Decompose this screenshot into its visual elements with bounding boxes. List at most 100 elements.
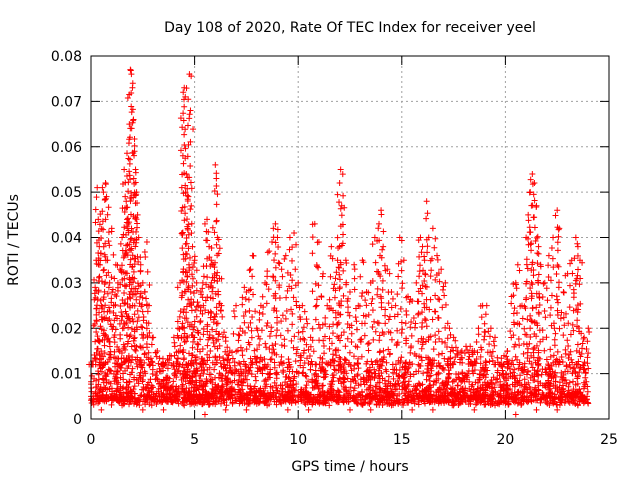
data-point — [431, 308, 438, 315]
data-point — [219, 378, 226, 385]
data-point — [449, 389, 456, 396]
data-point — [545, 262, 552, 269]
data-point — [97, 297, 104, 304]
data-point — [535, 243, 542, 250]
data-point — [248, 359, 255, 366]
data-point — [142, 370, 149, 377]
data-point — [320, 270, 327, 277]
data-point — [100, 189, 107, 196]
data-point — [245, 370, 252, 377]
data-point — [566, 393, 573, 400]
data-point — [263, 322, 270, 329]
data-point — [148, 341, 155, 348]
data-point — [525, 217, 532, 224]
data-point — [380, 243, 387, 250]
data-point — [427, 296, 434, 303]
data-point — [117, 383, 124, 390]
data-point — [213, 241, 220, 248]
data-point — [335, 388, 342, 395]
data-point — [193, 367, 200, 374]
data-point — [273, 401, 280, 408]
data-point — [188, 400, 195, 407]
data-point — [504, 382, 511, 389]
data-point — [362, 297, 369, 304]
data-point — [102, 216, 109, 223]
data-point — [338, 212, 345, 219]
data-point — [308, 358, 315, 365]
data-point — [184, 369, 191, 376]
data-point — [416, 262, 423, 269]
data-point — [572, 400, 579, 407]
data-point — [284, 395, 291, 402]
data-point — [476, 376, 483, 383]
data-point — [101, 266, 108, 273]
data-point — [382, 366, 389, 373]
data-point — [276, 295, 283, 302]
data-point — [198, 394, 205, 401]
data-point — [187, 107, 194, 114]
data-point — [436, 398, 443, 405]
data-point — [376, 349, 383, 356]
data-point — [193, 279, 200, 286]
data-point — [277, 382, 284, 389]
data-point — [336, 284, 343, 291]
data-point — [530, 214, 537, 221]
data-point — [112, 291, 119, 298]
y-tick-labels: 0 0.01 0.02 0.03 0.04 0.05 0.06 0.07 0.08 — [51, 49, 82, 428]
data-point — [369, 307, 376, 314]
data-point — [314, 382, 321, 389]
data-point — [365, 400, 372, 407]
data-point — [523, 256, 530, 263]
data-point — [113, 293, 120, 300]
data-point — [300, 364, 307, 371]
data-point — [572, 381, 579, 388]
data-point — [234, 381, 241, 388]
data-point — [534, 397, 541, 404]
data-point — [365, 372, 372, 379]
data-point — [398, 354, 405, 361]
data-point — [228, 369, 235, 376]
data-point — [131, 142, 138, 149]
data-point — [230, 330, 237, 337]
data-point — [91, 276, 98, 283]
y-tick-label: 0.07 — [51, 94, 82, 110]
data-point — [414, 382, 421, 389]
data-point — [278, 353, 285, 360]
data-point — [298, 354, 305, 361]
data-point — [242, 392, 249, 399]
data-point — [533, 202, 540, 209]
data-point — [512, 395, 519, 402]
data-point — [398, 319, 405, 326]
data-point — [379, 375, 386, 382]
data-point — [329, 381, 336, 388]
data-point — [447, 348, 454, 355]
data-point — [402, 320, 409, 327]
data-point — [571, 397, 578, 404]
data-point — [203, 396, 210, 403]
data-point — [146, 361, 153, 368]
data-point — [501, 375, 508, 382]
data-point — [291, 373, 298, 380]
data-point — [97, 257, 104, 264]
data-point — [505, 395, 512, 402]
data-point — [96, 221, 103, 228]
data-point — [368, 358, 375, 365]
data-point — [249, 314, 256, 321]
data-point — [200, 331, 207, 338]
data-point — [267, 356, 274, 363]
data-point — [447, 360, 454, 367]
data-point — [502, 400, 509, 407]
data-point — [344, 390, 351, 397]
data-point — [284, 406, 291, 413]
data-point — [416, 273, 423, 280]
data-point — [496, 401, 503, 408]
data-point — [277, 332, 284, 339]
data-point — [149, 395, 156, 402]
data-point — [281, 255, 288, 262]
data-point — [188, 220, 195, 227]
data-point — [354, 392, 361, 399]
data-point — [262, 340, 269, 347]
data-point — [310, 399, 317, 406]
data-point — [521, 376, 528, 383]
data-point — [264, 375, 271, 382]
